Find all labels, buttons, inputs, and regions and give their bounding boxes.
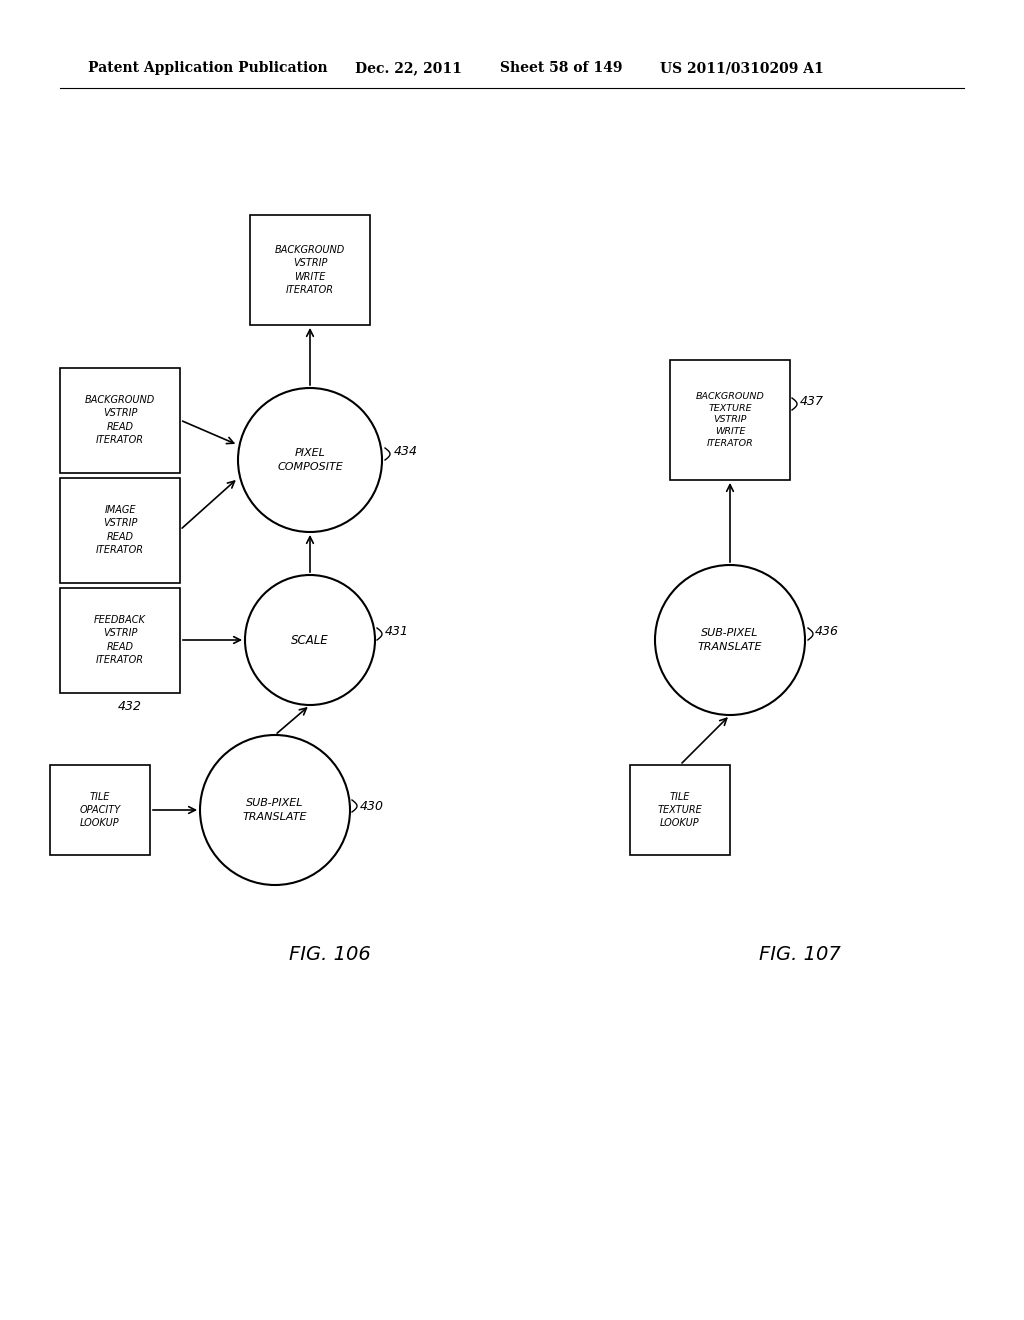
Text: Dec. 22, 2011: Dec. 22, 2011 xyxy=(355,61,462,75)
Bar xyxy=(250,215,370,325)
Bar xyxy=(50,766,150,855)
Bar xyxy=(670,360,790,480)
Text: 431: 431 xyxy=(385,624,409,638)
Text: FIG. 107: FIG. 107 xyxy=(759,945,841,964)
Text: FEEDBACK
VSTRIP
READ
ITERATOR: FEEDBACK VSTRIP READ ITERATOR xyxy=(94,615,146,665)
Text: BACKGROUND
TEXTURE
VSTRIP
WRITE
ITERATOR: BACKGROUND TEXTURE VSTRIP WRITE ITERATOR xyxy=(695,392,765,447)
Text: SUB-PIXEL
TRANSLATE: SUB-PIXEL TRANSLATE xyxy=(697,628,762,652)
Bar xyxy=(60,587,180,693)
Text: 437: 437 xyxy=(800,395,824,408)
Text: PIXEL
COMPOSITE: PIXEL COMPOSITE xyxy=(278,449,343,471)
Text: 436: 436 xyxy=(815,624,839,638)
Ellipse shape xyxy=(238,388,382,532)
Ellipse shape xyxy=(200,735,350,884)
Text: Sheet 58 of 149: Sheet 58 of 149 xyxy=(500,61,623,75)
Text: TILE
TEXTURE
LOOKUP: TILE TEXTURE LOOKUP xyxy=(657,792,702,828)
Bar xyxy=(630,766,730,855)
Text: US 2011/0310209 A1: US 2011/0310209 A1 xyxy=(660,61,823,75)
Text: 434: 434 xyxy=(394,445,418,458)
Text: SUB-PIXEL
TRANSLATE: SUB-PIXEL TRANSLATE xyxy=(243,799,307,821)
Text: BACKGROUND
VSTRIP
READ
ITERATOR: BACKGROUND VSTRIP READ ITERATOR xyxy=(85,395,155,445)
Bar xyxy=(60,367,180,473)
Text: 430: 430 xyxy=(360,800,384,813)
Text: SCALE: SCALE xyxy=(291,634,329,647)
Ellipse shape xyxy=(655,565,805,715)
Text: TILE
OPACITY
LOOKUP: TILE OPACITY LOOKUP xyxy=(80,792,121,828)
Bar xyxy=(60,478,180,582)
Ellipse shape xyxy=(245,576,375,705)
Text: 432: 432 xyxy=(118,700,142,713)
Text: BACKGROUND
VSTRIP
WRITE
ITERATOR: BACKGROUND VSTRIP WRITE ITERATOR xyxy=(274,246,345,294)
Text: Patent Application Publication: Patent Application Publication xyxy=(88,61,328,75)
Text: FIG. 106: FIG. 106 xyxy=(289,945,371,964)
Text: IMAGE
VSTRIP
READ
ITERATOR: IMAGE VSTRIP READ ITERATOR xyxy=(96,506,144,554)
